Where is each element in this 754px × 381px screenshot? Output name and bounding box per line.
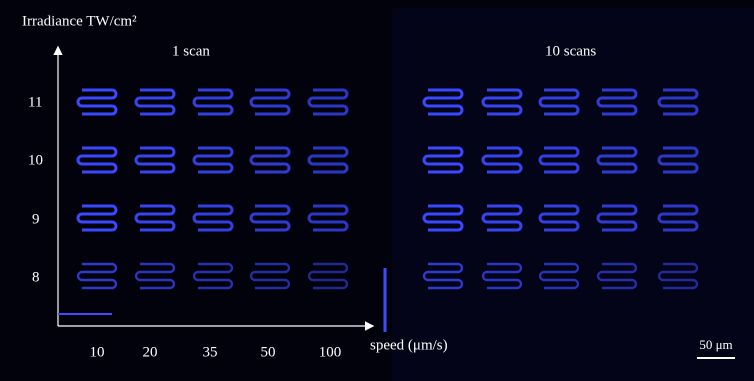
figure: Irradiance TW/cm² 1 scan 10 scans 11 10 … bbox=[0, 0, 754, 381]
y-tick-label: 11 bbox=[28, 94, 42, 110]
x-tick-label: 20 bbox=[143, 344, 158, 360]
y-tick-label: 10 bbox=[28, 152, 43, 168]
x-tick-label: 100 bbox=[319, 344, 342, 360]
x-tick-label: 35 bbox=[203, 344, 218, 360]
scale-bar-label: 50 μm bbox=[699, 337, 732, 352]
y-tick-label: 8 bbox=[32, 269, 40, 285]
y-axis-label: Irradiance TW/cm² bbox=[22, 13, 137, 29]
right-panel-background bbox=[392, 8, 754, 381]
x-tick-label: 50 bbox=[261, 344, 276, 360]
y-tick-label: 9 bbox=[32, 211, 40, 227]
panel-title: 10 scans bbox=[545, 43, 596, 59]
x-axis-label: speed (μm/s) bbox=[370, 337, 448, 353]
x-tick-label: 10 bbox=[90, 344, 105, 360]
panel-title: 1 scan bbox=[172, 43, 210, 59]
